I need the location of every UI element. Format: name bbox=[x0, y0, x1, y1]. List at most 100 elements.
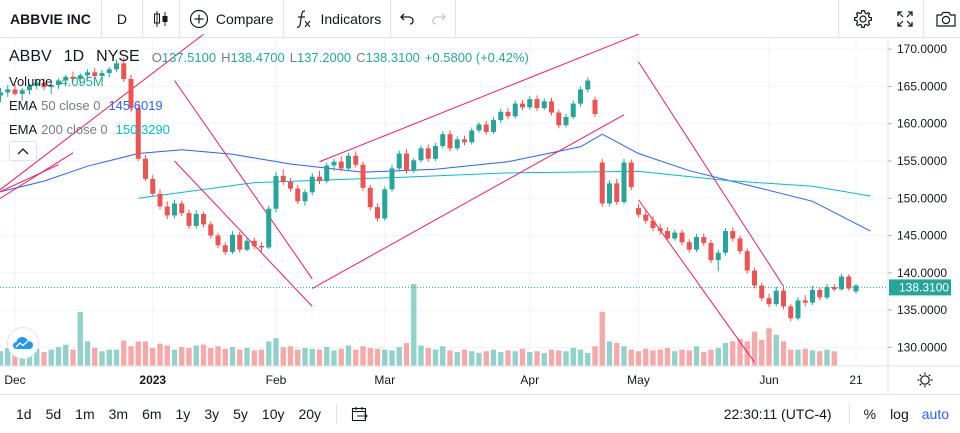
volume-bar bbox=[142, 341, 149, 366]
volume-bar bbox=[331, 350, 337, 366]
range-5y-button[interactable]: 5y bbox=[233, 406, 248, 422]
trendline[interactable] bbox=[174, 160, 313, 307]
volume-bar bbox=[48, 349, 54, 366]
candle-body bbox=[201, 213, 206, 225]
sun-settings-icon bbox=[920, 375, 930, 385]
candle-body bbox=[759, 285, 765, 299]
candle bbox=[411, 158, 417, 173]
undo-button[interactable] bbox=[391, 0, 423, 38]
time-axis[interactable]: Dec 2023 Feb Mar Apr May Jun 21 bbox=[4, 373, 863, 387]
trendline[interactable] bbox=[638, 61, 784, 287]
legend-volume-row[interactable]: Volume 4.095M bbox=[9, 69, 534, 93]
candle-body bbox=[56, 80, 61, 85]
candle bbox=[179, 200, 185, 217]
volume-bar bbox=[193, 345, 199, 366]
candle bbox=[19, 87, 25, 101]
candle-body bbox=[324, 165, 330, 182]
range-1y-button[interactable]: 1y bbox=[175, 406, 191, 422]
candle bbox=[251, 237, 257, 249]
candle-body bbox=[77, 75, 83, 79]
volume-bar bbox=[643, 348, 649, 366]
tradingview-logo[interactable] bbox=[7, 327, 39, 359]
candle bbox=[549, 97, 554, 116]
legend-collapse-button[interactable] bbox=[9, 141, 37, 161]
volume-bar bbox=[12, 349, 18, 366]
candle-body bbox=[143, 158, 148, 179]
snapshot-button[interactable] bbox=[924, 0, 960, 38]
interval-button[interactable]: D bbox=[116, 10, 127, 27]
range-6m-button[interactable]: 6m bbox=[142, 406, 162, 422]
volume-bar bbox=[0, 351, 4, 366]
candle bbox=[773, 286, 779, 307]
volume-bar bbox=[744, 341, 750, 366]
volume-bar bbox=[367, 347, 373, 366]
trendline[interactable] bbox=[319, 33, 639, 163]
range-1m-button[interactable]: 1m bbox=[75, 406, 95, 422]
volume-bar bbox=[498, 352, 504, 366]
range-1d-button[interactable]: 1d bbox=[16, 406, 32, 422]
range-10y-button[interactable]: 10y bbox=[261, 406, 285, 422]
clock-timezone[interactable]: 22:30:11 (UTC-4) bbox=[723, 406, 832, 422]
redo-button[interactable] bbox=[423, 0, 455, 38]
volume-bar bbox=[345, 345, 352, 366]
volume-value: 4.095M bbox=[60, 73, 104, 89]
candle bbox=[491, 117, 496, 135]
range-20y-button[interactable]: 20y bbox=[298, 406, 322, 422]
auto-toggle[interactable]: auto bbox=[921, 406, 949, 422]
log-toggle[interactable]: log bbox=[890, 406, 909, 422]
volume-bar bbox=[548, 349, 555, 366]
volume-bar bbox=[592, 346, 598, 366]
compare-button[interactable]: Compare bbox=[180, 0, 283, 38]
low-label: L bbox=[289, 49, 297, 65]
candle-body bbox=[556, 112, 562, 126]
candle-body bbox=[650, 220, 656, 229]
undo-icon bbox=[400, 13, 414, 25]
volume-bar bbox=[701, 352, 707, 366]
price-chart[interactable]: 170.0000 165.0000 160.0000 155.0000 150.0000… bbox=[0, 0, 960, 394]
legend-ema50-row[interactable]: EMA 50 close 0 145.6019 bbox=[9, 93, 534, 117]
trendline[interactable] bbox=[0, 152, 74, 207]
time-tick-label: May bbox=[627, 373, 650, 387]
fullscreen-button[interactable] bbox=[887, 0, 923, 38]
trendline[interactable] bbox=[312, 114, 625, 289]
trendline[interactable] bbox=[638, 199, 755, 363]
candle-body bbox=[628, 162, 634, 188]
candle-body bbox=[810, 289, 815, 303]
candle bbox=[498, 108, 504, 123]
candle bbox=[694, 234, 699, 252]
candle-body bbox=[411, 160, 417, 171]
candle bbox=[788, 304, 794, 322]
candle-body bbox=[331, 161, 337, 166]
goto-date-button[interactable] bbox=[347, 406, 373, 422]
settings-button[interactable] bbox=[839, 0, 887, 38]
trendlines[interactable] bbox=[0, 33, 784, 363]
legend-ema200-row[interactable]: EMA 200 close 0 150.3290 bbox=[9, 117, 534, 141]
candle bbox=[440, 131, 446, 149]
candle bbox=[230, 231, 235, 255]
range-5d-button[interactable]: 5d bbox=[45, 406, 62, 422]
indicators-button[interactable]: Indicators bbox=[284, 0, 391, 38]
function-icon bbox=[296, 9, 310, 28]
candle bbox=[34, 79, 40, 90]
range-3m-button[interactable]: 3m bbox=[108, 406, 129, 422]
candle bbox=[585, 77, 591, 93]
time-axis-settings-button[interactable] bbox=[917, 372, 933, 388]
candle bbox=[810, 286, 815, 305]
candle bbox=[157, 189, 163, 210]
candle bbox=[404, 149, 409, 174]
symbol-search-button[interactable]: ABBVIE INC bbox=[10, 10, 91, 27]
candle-body bbox=[244, 240, 250, 250]
trendline[interactable] bbox=[0, 33, 204, 200]
range-3y-button[interactable]: 3y bbox=[204, 406, 220, 422]
volume-bar bbox=[527, 352, 533, 366]
chart-type-button[interactable] bbox=[143, 0, 179, 38]
trendline[interactable] bbox=[174, 80, 313, 280]
candle bbox=[795, 297, 801, 321]
volume-bar bbox=[34, 348, 40, 366]
candle-body bbox=[853, 285, 859, 292]
percent-toggle[interactable]: % bbox=[863, 406, 877, 422]
trendline[interactable] bbox=[0, 164, 59, 199]
candle-body bbox=[462, 139, 467, 143]
price-axis[interactable]: 170.0000 165.0000 160.0000 155.0000 150.0000… bbox=[888, 42, 947, 354]
candle-body bbox=[505, 111, 511, 117]
